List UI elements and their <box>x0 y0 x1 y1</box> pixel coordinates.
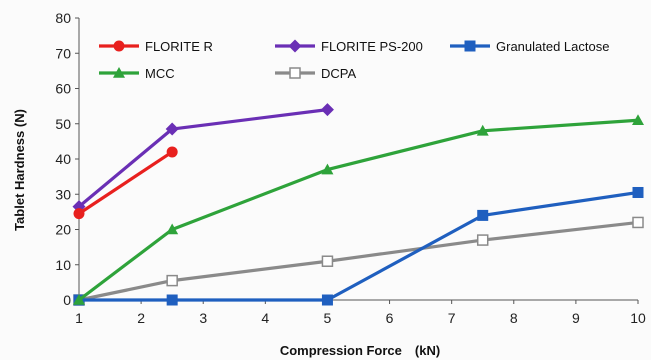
axes: 0 10 20 30 40 50 60 70 80 1 2 3 4 5 6 7 8 9 10 <box>55 10 646 326</box>
legend-label: DCPA <box>321 66 356 81</box>
legend: FLORITE R FLORITE PS-200 Granulated Lactos… <box>99 39 609 81</box>
series-layer <box>72 103 644 306</box>
x-tick-label: 3 <box>199 310 207 326</box>
data-point <box>73 208 85 220</box>
legend-label: Granulated Lactose <box>496 39 609 54</box>
legend-swatch-marker <box>113 40 125 52</box>
x-axis-label: Compression Force (kN) <box>280 343 440 358</box>
series-line <box>78 150 174 215</box>
legend-swatch-marker <box>289 67 301 79</box>
data-point <box>320 103 334 117</box>
legend-item: MCC <box>99 66 175 81</box>
y-axis-label: Tablet Hardness (N) <box>12 109 27 231</box>
x-tick-label: 1 <box>75 310 83 326</box>
data-point <box>166 223 179 235</box>
legend-item: FLORITE R <box>99 39 213 54</box>
legend-item: DCPA <box>275 66 356 81</box>
y-tick-label: 70 <box>55 45 71 61</box>
legend-item: FLORITE PS-200 <box>275 39 423 54</box>
series-mcc <box>73 114 644 305</box>
y-tick-label: 10 <box>55 257 71 273</box>
x-tick-label: 4 <box>261 310 269 326</box>
data-point <box>321 294 333 306</box>
y-tick-label: 40 <box>55 151 71 167</box>
legend-swatch-marker <box>113 67 125 78</box>
y-tick-label: 50 <box>55 116 71 132</box>
legend-swatch-marker <box>464 40 476 52</box>
legend-item: Granulated Lactose <box>450 39 609 54</box>
y-tick-label: 80 <box>55 10 71 26</box>
x-tick-label: 10 <box>630 310 646 326</box>
x-tick-label: 8 <box>510 310 518 326</box>
data-point <box>166 146 178 158</box>
y-tick-label: 20 <box>55 222 71 238</box>
x-tick-label: 2 <box>137 310 145 326</box>
data-point <box>632 114 644 126</box>
x-tick-label: 7 <box>448 310 456 326</box>
series-florite-r <box>73 146 178 220</box>
data-point <box>476 234 489 246</box>
x-tick-label: 5 <box>324 310 332 326</box>
data-point <box>476 124 489 136</box>
legend-label: FLORITE R <box>145 39 213 54</box>
y-tick-label: 30 <box>55 186 71 202</box>
data-point <box>166 294 178 306</box>
legend-label: MCC <box>145 66 175 81</box>
data-point <box>166 274 178 287</box>
data-point <box>165 122 179 136</box>
y-tick-label: 60 <box>55 81 71 97</box>
data-point <box>632 186 644 198</box>
data-point <box>321 163 334 175</box>
legend-label: FLORITE PS-200 <box>321 39 423 54</box>
data-point <box>73 294 85 305</box>
data-point <box>321 255 334 267</box>
x-tick-label: 9 <box>572 310 580 326</box>
x-tick-label: 6 <box>386 310 394 326</box>
y-tick-label: 0 <box>63 292 71 308</box>
legend-swatch-marker <box>288 39 302 53</box>
data-point <box>632 216 644 229</box>
data-point <box>477 209 489 221</box>
